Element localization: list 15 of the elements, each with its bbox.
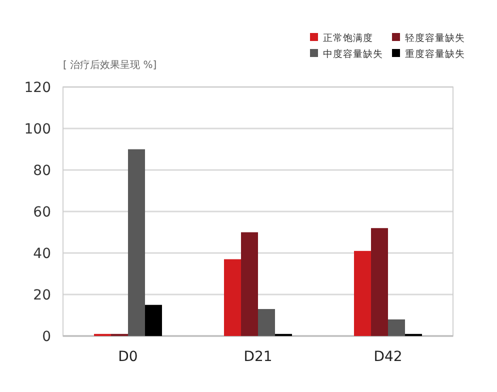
legend-label: 重度容量缺失	[405, 48, 465, 60]
x-tick-label: D0	[118, 349, 138, 365]
y-tick-label: 40	[33, 246, 51, 262]
y-tick-label: 100	[24, 122, 51, 138]
x-tick-label: D42	[374, 349, 402, 365]
y-axis-title: [ 治疗后效果呈现 %]	[63, 59, 157, 71]
legend-label: 正常饱满度	[323, 32, 373, 44]
legend-label: 中度容量缺失	[323, 48, 383, 60]
y-tick-label: 60	[33, 204, 51, 220]
y-tick-label: 80	[33, 163, 51, 179]
legend-label: 轻度容量缺失	[405, 32, 465, 44]
y-tick-label: 0	[42, 329, 51, 345]
y-tick-label: 20	[33, 288, 51, 304]
x-tick-label: D21	[244, 349, 272, 365]
y-tick-label: 120	[24, 80, 51, 96]
